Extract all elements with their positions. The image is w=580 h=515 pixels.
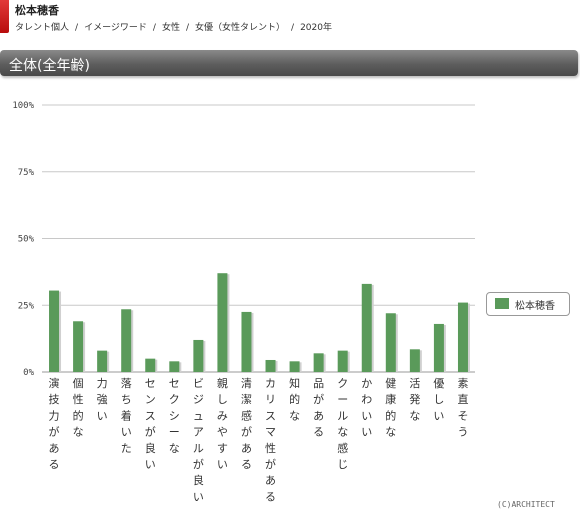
y-tick-label: 100% [12,101,34,111]
x-category-label: 清潔感がある [241,377,252,471]
bar [217,273,228,372]
x-category-label: ビジュアルが良い [193,377,204,503]
bar [169,361,180,372]
breadcrumb-separator: / [185,23,189,33]
breadcrumb-item-year: 2020年 [300,23,332,33]
bar [433,323,444,372]
breadcrumb-item-talent[interactable]: タレント個人 [15,23,70,33]
breadcrumb-item-female[interactable]: 女性 [161,23,180,33]
y-tick-label: 75% [18,168,35,178]
legend-swatch [495,298,509,309]
legend-label: 松本穂香 [515,301,555,312]
x-category-label: クールな感じ [337,377,348,471]
bar [457,302,468,372]
x-category-label: 個性的な [73,377,84,439]
bar [241,311,252,372]
x-category-label: 活発な [409,377,420,422]
x-category-label: 力強い [97,377,108,422]
bar [49,290,60,372]
x-category-label: カリスマ性がある [265,377,276,503]
bar [313,353,324,372]
bar [121,309,132,372]
x-category-label: 演技力がある [49,376,60,471]
bar [337,350,348,372]
x-category-label: 親しみやすい [217,377,228,471]
bar-chart: 0% 25% 50% 75% 100% 演技力がある 個性的な 力強い 落ち着いた センスが良い セ… [12,101,475,503]
breadcrumb: タレント個人 / イメージワード / 女性 / 女優（女性タレント） / 2020年 [15,20,332,33]
bar [193,339,204,372]
red-accent-mark [0,0,9,33]
x-category-label: 知的な [289,376,300,422]
breadcrumb-item-imageword[interactable]: イメージワード [84,23,147,33]
bar [289,361,300,372]
section-title: 全体(全年齢) [9,58,90,74]
x-category-label: 健康的な [385,377,396,439]
y-tick-label: 0% [23,368,34,378]
bar [361,283,372,372]
breadcrumb-separator: / [152,23,156,33]
bar [145,358,156,372]
x-category-label: 優しい [433,377,444,422]
x-category-label: 素直そう [457,377,468,439]
bar [409,349,420,372]
breadcrumb-item-actress[interactable]: 女優（女性タレント） [195,23,286,33]
x-category-label: 品がある [313,377,324,439]
breadcrumb-separator: / [75,23,79,33]
bar [265,359,276,372]
y-tick-label: 25% [18,301,35,311]
bar [73,321,84,372]
chart-legend: 松本穂香 [486,292,570,316]
x-category-label: かわいい [361,377,372,439]
x-category-label: セクシーな [169,377,180,455]
breadcrumb-separator: / [291,23,295,33]
bar [385,313,396,372]
x-category-label: センスが良い [145,377,156,471]
y-tick-label: 50% [18,235,35,245]
bar [97,350,108,372]
section-header: 全体(全年齢) [0,50,578,76]
x-category-label: 落ち着いた [121,377,132,455]
talent-name: 松本穂香 [15,4,59,17]
copyright: (C)ARCHITECT [497,500,555,509]
